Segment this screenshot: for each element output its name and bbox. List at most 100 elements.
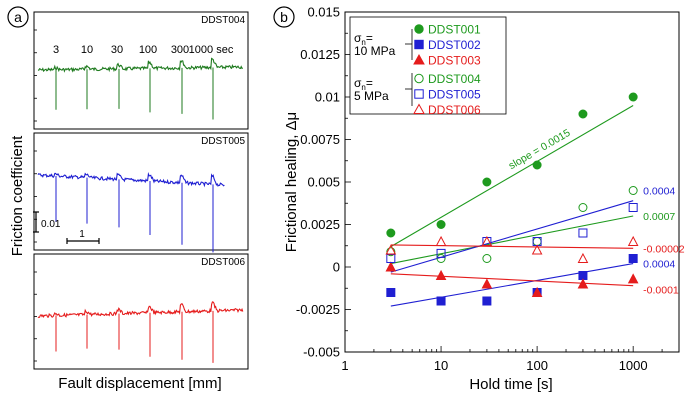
legend-label-ddst002: DDST002 [428,38,481,52]
y-tick-label: 0.01 [315,90,340,105]
legend-label-ddst001: DDST001 [428,23,481,37]
scale-bar-x-label: 1 [79,229,85,240]
data-point-ddst004 [386,247,396,257]
sigma-equals: = [366,31,373,45]
y-tick-label: 0.005 [307,175,340,190]
data-point-ddst004 [578,203,588,212]
fit-value-label: -0.0001 [643,285,679,297]
sigma-subscript: n [361,83,365,92]
data-point-ddst001 [386,228,396,238]
sigma-symbol: σ [354,31,362,45]
friction-trace [37,171,225,188]
panel-b: b Hold time [s] Frictional healing, Δμ 1… [273,5,685,393]
data-point-ddst003 [435,269,447,280]
y-tick-label: -0.005 [303,345,340,360]
legend-marker-ddst003 [413,53,425,65]
fit-value-label: -0.00002 [643,243,685,255]
legend-group-10mpa: σn= 10 MPa [354,31,396,58]
legend-marker-ddst005 [414,89,424,99]
friction-trace [37,301,244,319]
data-point-ddst001 [482,177,492,187]
y-tick-label: 0.0025 [300,217,340,232]
sigma-symbol: σ [354,76,362,90]
fit-line-ddst001 [390,105,634,248]
friction-trace [37,57,244,73]
y-tick-label: -0.0025 [296,302,340,317]
fit-line-ddst005 [390,200,634,273]
legend-marker-ddst004 [414,73,424,84]
data-point-ddst001 [436,220,446,229]
data-point-ddst004 [628,186,638,195]
fit-value-label: 0.0007 [643,211,675,223]
hold-time-label: 1000 sec [189,44,234,56]
legend-label-ddst003: DDST003 [428,54,481,68]
sigma-equals: = [366,76,373,90]
panel-a: a Fault displacement [mm] Friction coeff… [7,6,249,392]
panel-b-badge [273,6,295,28]
svg-text:σn=: σn= [354,31,373,47]
trace-panel-frame [33,132,249,251]
data-point-ddst001 [628,92,638,102]
panel-b-ylabel: Frictional healing, Δμ [283,112,300,252]
legend-stress-10: 10 MPa [354,44,396,58]
data-point-ddst003 [627,273,639,284]
panel-a-label: a [14,9,22,25]
y-tick-label: 0.0075 [300,132,340,147]
panel-b-xlabel: Hold time [s] [469,376,552,393]
legend: σn= 10 MPa σn= 5 MPa DDST001DDST002DDST0… [349,16,507,117]
legend-marker-ddst001 [414,24,424,34]
fit-value-label: 0.0004 [643,259,675,271]
legend-group-5mpa: σn= 5 MPa [354,76,389,103]
data-point-ddst006 [385,244,397,255]
hold-time-label: 10 [81,44,93,56]
sigma-subscript: n [361,38,365,47]
y-tick-label: 0 [333,260,340,275]
panel-a-xlabel: Fault displacement [mm] [58,375,221,392]
data-point-ddst004 [436,254,446,263]
fit-line-ddst003 [390,273,634,287]
data-point-ddst005 [628,203,638,212]
trace-panel-name: DDST006 [201,257,245,268]
panel-a-ylabel: Friction coefficient [9,135,26,256]
svg-text:σn=: σn= [354,76,373,92]
fit-line-ddst006 [390,244,634,249]
data-point-ddst003 [481,278,493,289]
legend-marker-ddst002 [414,39,424,50]
legend-label-ddst005: DDST005 [428,88,481,102]
data-point-ddst001 [578,109,588,119]
fit-value-label: 0.0004 [643,186,675,198]
fit-line-ddst004 [390,215,634,265]
data-point-ddst006 [577,252,589,263]
panel-b-label: b [280,9,288,25]
data-point-ddst002 [436,296,446,306]
data-point-ddst006 [627,235,639,246]
data-point-ddst003 [531,286,543,297]
data-point-ddst006 [481,235,493,246]
y-tick-label: 0.015 [307,5,340,20]
data-point-ddst004 [532,237,542,246]
trace-panel-name: DDST004 [201,15,245,26]
hold-time-label: 300 [171,44,189,56]
data-point-ddst001 [532,160,542,170]
data-point-ddst004 [482,254,492,263]
trace-panel-frame [33,11,249,130]
fit-line-ddst002 [390,263,634,307]
legend-label-ddst004: DDST004 [428,72,481,86]
legend-marker-ddst006 [413,103,425,114]
data-point-ddst006 [531,244,543,255]
data-point-ddst002 [578,271,588,280]
data-point-ddst003 [577,278,589,289]
scale-bar-y-label: 0.01 [41,219,61,230]
data-point-ddst002 [628,254,638,263]
scale-bars: 0.01 1 [33,211,100,244]
data-point-ddst003 [385,261,397,272]
hold-time-label: 100 [139,44,157,56]
x-tick-label: 1000 [619,358,648,373]
data-point-ddst005 [436,248,446,258]
panel-a-badge [7,6,29,28]
data-point-ddst005 [578,228,588,238]
trace-panel-name: DDST005 [201,136,245,147]
data-point-ddst006 [435,235,447,246]
legend-stress-5: 5 MPa [354,89,389,103]
